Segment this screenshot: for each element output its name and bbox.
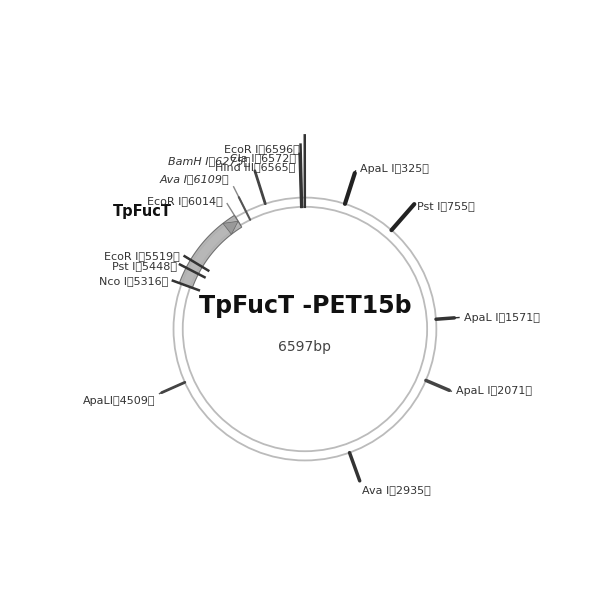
Polygon shape (179, 215, 242, 288)
Polygon shape (223, 221, 238, 234)
Text: Ava I（6109）: Ava I（6109） (159, 175, 229, 184)
Text: ApaL I（325）: ApaL I（325） (360, 164, 429, 173)
Text: EcoR I（6596）: EcoR I（6596） (224, 144, 300, 154)
Text: EcoR I（6014）: EcoR I（6014） (147, 196, 223, 206)
Text: Pst I（5448）: Pst I（5448） (112, 261, 177, 271)
Text: ApaL I（2071）: ApaL I（2071） (456, 386, 532, 396)
Text: Hind III（6565）: Hind III（6565） (215, 162, 296, 172)
Text: TpFucT -PET15b: TpFucT -PET15b (199, 294, 411, 318)
Text: EcoR I（5519）: EcoR I（5519） (104, 251, 180, 261)
Text: Nco I（5316）: Nco I（5316） (99, 276, 168, 286)
Text: Cla I（6572）: Cla I（6572） (230, 153, 296, 163)
Text: ApaL I（1571）: ApaL I（1571） (464, 312, 540, 322)
Text: ApaLI（4509）: ApaLI（4509） (83, 396, 155, 406)
Text: TpFucT: TpFucT (113, 204, 173, 220)
Text: Ava I（2935）: Ava I（2935） (362, 485, 431, 496)
Text: BamH I（6275）: BamH I（6275） (168, 156, 250, 166)
Text: Pst I（755）: Pst I（755） (417, 201, 475, 211)
Text: 6597bp: 6597bp (278, 341, 331, 354)
